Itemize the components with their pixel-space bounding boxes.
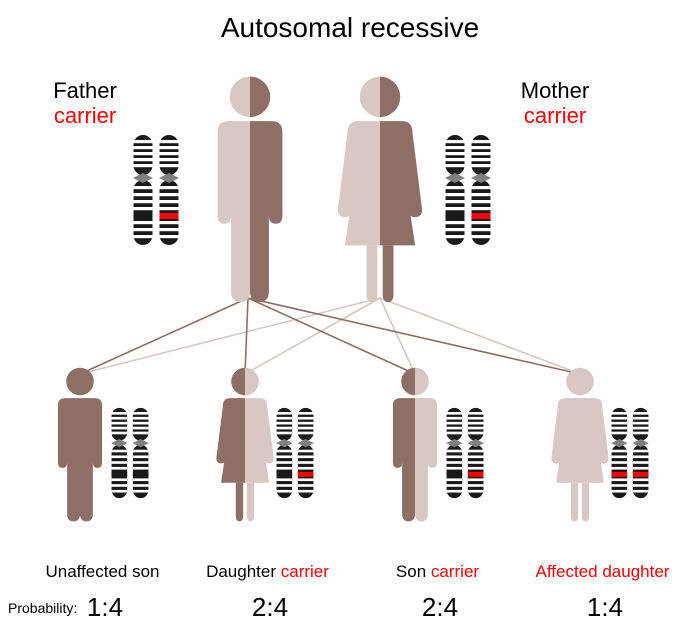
unaffected-son-figure [58,368,102,522]
daughter-carrier-figure [216,368,273,522]
inheritance-lines [80,298,580,374]
probability-label: Probability: [8,600,77,616]
father-chromosomes [133,135,179,245]
father-figure [218,77,283,302]
daughter-carrier-label: Daughter carrier [175,562,360,582]
unaffected-son-probability: 1:4 [70,592,140,623]
son-carrier-label: Son carrier [345,562,530,582]
mother-figure [338,77,422,302]
mother-role: Mother [521,78,589,103]
mother-status: carrier [524,103,586,128]
affected-daughter-chromosomes [611,408,649,498]
father-status: carrier [54,103,116,128]
son-carrier-figure [393,368,437,522]
affected-daughter-probability: 1:4 [570,592,640,623]
mother-label: Mother carrier [495,78,615,129]
daughter-carrier-probability: 2:4 [235,592,305,623]
unaffected-son-label: Unaffected son [10,562,195,582]
daughter-carrier-chromosomes [276,408,314,498]
son-carrier-probability: 2:4 [405,592,475,623]
son-carrier-chromosomes [446,408,484,498]
affected-daughter-figure [551,368,608,522]
father-label: Father carrier [25,78,145,129]
affected-daughter-label: Affected daughter [510,562,695,582]
unaffected-son-chromosomes [111,408,149,498]
father-role: Father [53,78,117,103]
mother-chromosomes [445,135,491,245]
